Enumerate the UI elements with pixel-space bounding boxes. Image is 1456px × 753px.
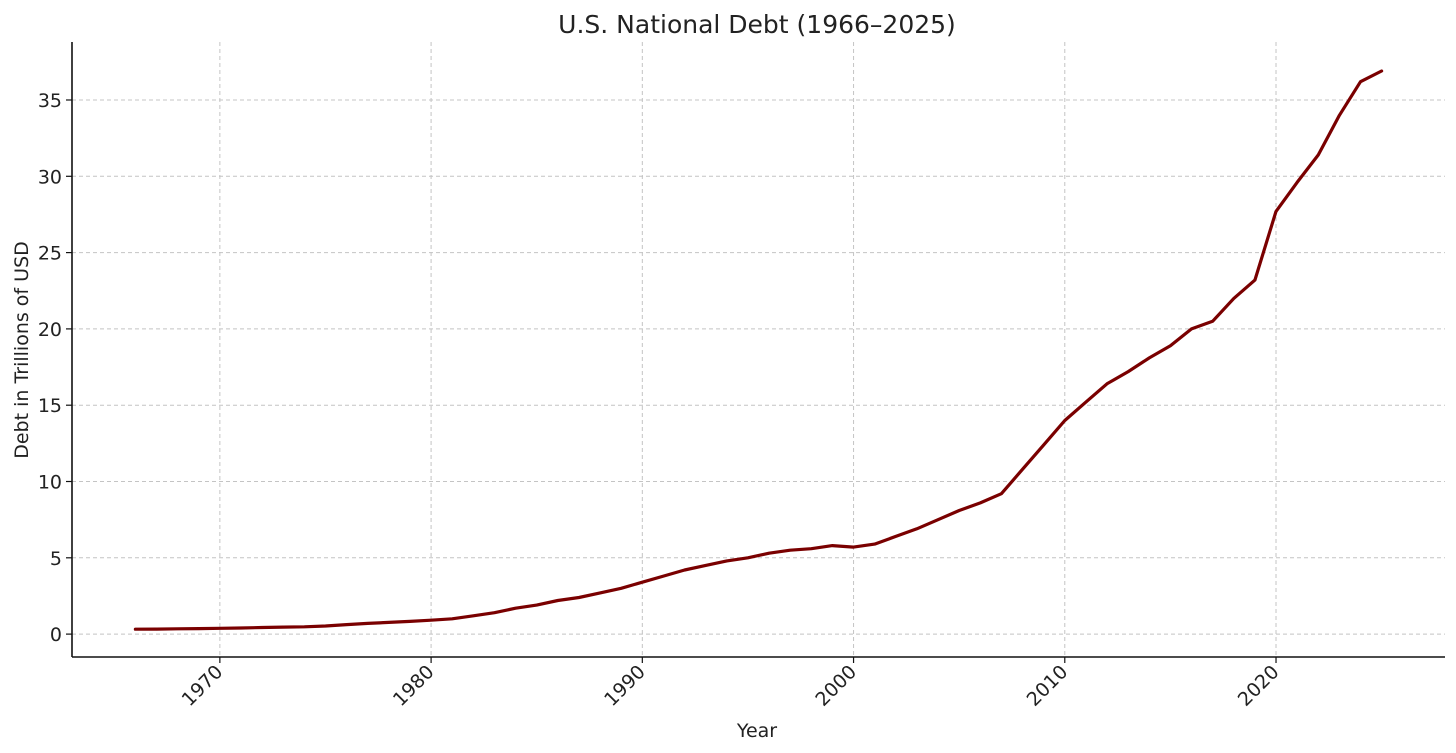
x-tick-label: 1990 [600,661,650,711]
x-axis-label: Year [736,720,777,742]
y-tick-label: 30 [38,166,62,188]
axes [71,42,1445,658]
x-ticks: 1970 1980 1990 2000 2010 2020 [178,657,1284,711]
y-tick-label: 0 [50,624,62,646]
x-tick-label: 2000 [811,661,861,711]
x-tick-label: 1970 [178,661,228,711]
y-tick-label: 10 [38,472,62,494]
y-tick-label: 20 [38,319,62,341]
y-tick-label: 35 [38,90,62,112]
chart-title: U.S. National Debt (1966–2025) [558,10,956,39]
x-tick-label: 2010 [1023,661,1073,711]
y-tick-label: 15 [38,395,62,417]
series-layer [133,69,1384,631]
grid [72,42,1445,657]
x-tick-label: 2020 [1234,661,1284,711]
y-axis-label: Debt in Trillions of USD [11,241,33,459]
y-ticks: 0 5 10 15 20 25 30 35 [38,90,72,646]
series-line-national-debt [133,69,1384,631]
x-tick-label: 1980 [389,661,439,711]
y-tick-label: 5 [50,548,62,570]
y-tick-label: 25 [38,243,62,265]
